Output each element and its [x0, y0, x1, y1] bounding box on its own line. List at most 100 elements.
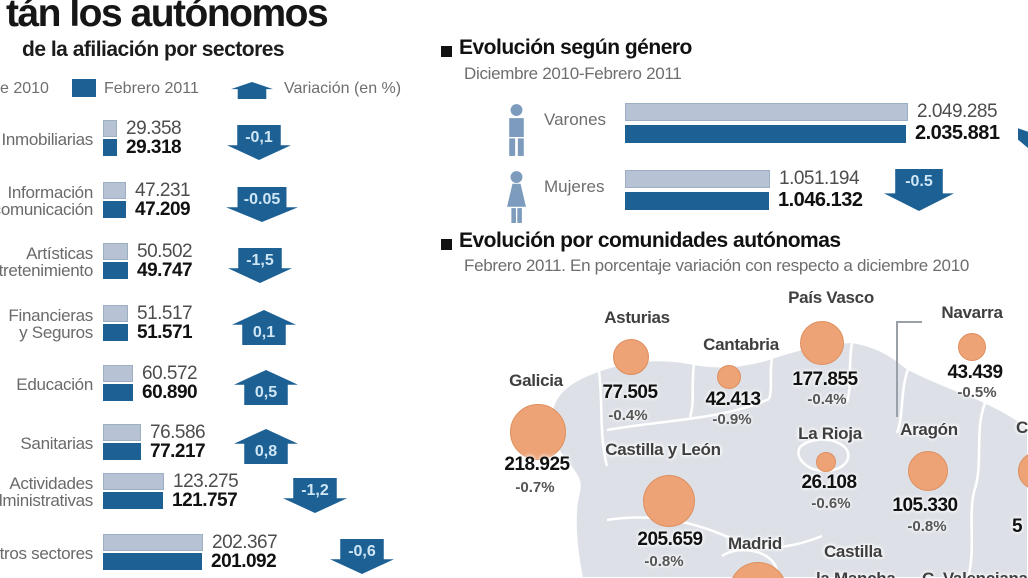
region-label: Madrid	[728, 534, 782, 553]
gender-bar-feb-2011	[625, 125, 906, 143]
gender-label: Varones	[544, 110, 607, 129]
sector-label-line: Sanitarias	[20, 434, 93, 453]
region-value: 26.108	[801, 472, 857, 493]
map-text-fragment: C	[1016, 418, 1028, 437]
value-feb-2011: 60.890	[142, 382, 198, 403]
region-value: 177.855	[792, 369, 858, 390]
value-feb-2011: 201.092	[211, 551, 277, 572]
sector-label: Inmobiliarias	[0, 131, 93, 148]
region-bubble	[717, 365, 741, 389]
region-bubble	[510, 404, 566, 460]
region-bubble	[643, 475, 695, 527]
region-value: 77.505	[602, 382, 658, 403]
value-feb-2011: 77.217	[150, 441, 206, 462]
page-title: tán los autónomos	[6, 0, 329, 35]
value-dec-2010: 76.586	[150, 422, 206, 443]
sector-label-line: comunicación	[0, 200, 93, 219]
variation-value: -1,5	[246, 252, 274, 269]
sector-label: Artísticasentretenimiento	[0, 245, 93, 279]
region-label: Aragón	[900, 420, 958, 439]
sector-label: Actividadesadministrativas	[0, 475, 93, 509]
bar-dec-2010	[103, 182, 126, 199]
bar-dec-2010	[103, 473, 164, 490]
map-text-fragment: la Mancha	[816, 569, 896, 578]
sector-label: Educación	[0, 376, 93, 393]
bar-feb-2011	[103, 384, 133, 401]
region-bubble	[908, 451, 948, 491]
region-bubble	[613, 339, 649, 375]
value-feb-2011: 121.757	[172, 490, 238, 511]
value-feb-2011: 47.209	[135, 199, 191, 220]
region-pct: -0.7%	[515, 479, 555, 496]
region-label: País Vasco	[788, 288, 874, 307]
bar-feb-2011	[103, 324, 128, 341]
region-pct: -0.4%	[807, 391, 847, 408]
bar-feb-2011	[103, 492, 163, 509]
bar-dec-2010	[103, 243, 128, 260]
bar-feb-2011	[103, 139, 117, 156]
value-feb-2011: 51.571	[137, 322, 193, 343]
male-icon	[503, 103, 530, 163]
region-label: Galicia	[509, 371, 563, 390]
varones-variation-arrow-cut	[1018, 128, 1028, 148]
sector-label-line: Otros sectores	[0, 544, 93, 563]
sector-label-line: Educación	[16, 375, 93, 394]
region-label: Castilla	[823, 542, 883, 561]
region-pct: -0.8%	[907, 518, 947, 535]
bar-feb-2011	[103, 201, 126, 218]
sector-label: Información comunicación	[0, 184, 93, 218]
region-pct: -0.8%	[644, 553, 684, 570]
region-pct: -0.6%	[811, 495, 851, 512]
gender-bar-feb-2011	[625, 192, 769, 210]
gender-value-feb-2011: 1.046.132	[778, 189, 863, 211]
region-label: Navarra	[941, 303, 1003, 322]
communities-section-subtitle: Febrero 2011. En porcentaje variación co…	[464, 256, 970, 275]
region-value: 43.439	[947, 362, 1003, 383]
region-label: Asturias	[604, 308, 670, 327]
variation-value: 0,1	[252, 324, 276, 341]
gender-section-bullet	[441, 46, 452, 57]
bar-feb-2011	[103, 443, 141, 460]
sector-label-line: Artísticas	[26, 244, 93, 263]
sectors-section-title: de la afiliación por sectores	[22, 38, 285, 61]
region-label: La Rioja	[798, 424, 862, 443]
legend-feb-label: Febrero 2011	[104, 80, 199, 97]
region-bubble	[816, 452, 836, 472]
map-text-fragment: C. Valenciana	[922, 569, 1028, 578]
value-dec-2010: 47.231	[135, 180, 191, 201]
value-dec-2010: 123.275	[173, 471, 239, 492]
variation-value: 0,8	[254, 443, 278, 460]
region-pct: -0.5%	[957, 384, 997, 401]
region-bubble	[958, 333, 986, 361]
value-dec-2010: 60.572	[142, 363, 198, 384]
bar-feb-2011	[103, 262, 128, 279]
region-bubble	[800, 321, 844, 365]
sector-label-line: Financieras	[8, 306, 93, 325]
female-icon	[503, 170, 530, 230]
bar-dec-2010	[103, 534, 203, 551]
bar-feb-2011	[103, 553, 202, 570]
gender-section-subtitle: Diciembre 2010-Febrero 2011	[464, 64, 682, 83]
region-value: 205.659	[637, 529, 703, 550]
navarra-leader-line	[896, 321, 922, 417]
region-label: Cantabria	[703, 335, 779, 354]
sector-label-line: entretenimiento	[0, 261, 93, 280]
legend-dec-label: e 2010	[0, 80, 49, 97]
sector-label-line: y Seguros	[19, 323, 93, 342]
region-value: 218.925	[504, 454, 570, 475]
male-icon	[509, 104, 524, 156]
value-feb-2011: 49.747	[137, 260, 193, 281]
value-dec-2010: 29.358	[126, 118, 182, 139]
value-dec-2010: 202.367	[212, 532, 278, 553]
variation-value: -1,2	[301, 482, 329, 499]
communities-section-bullet	[441, 239, 452, 250]
variation-value: -0.05	[243, 191, 281, 208]
region-pct: -0.4%	[608, 407, 648, 424]
region-value: 42.413	[705, 389, 761, 410]
gender-value-feb-2011: 2.035.881	[915, 122, 1000, 144]
gender-bar-dec-2010	[625, 170, 770, 188]
region-label: Castilla y León	[605, 440, 721, 459]
sector-label-line: Actividades	[9, 474, 93, 493]
gender-value-dec-2010: 2.049.285	[917, 101, 998, 122]
sector-label-line: administrativas	[0, 491, 93, 510]
